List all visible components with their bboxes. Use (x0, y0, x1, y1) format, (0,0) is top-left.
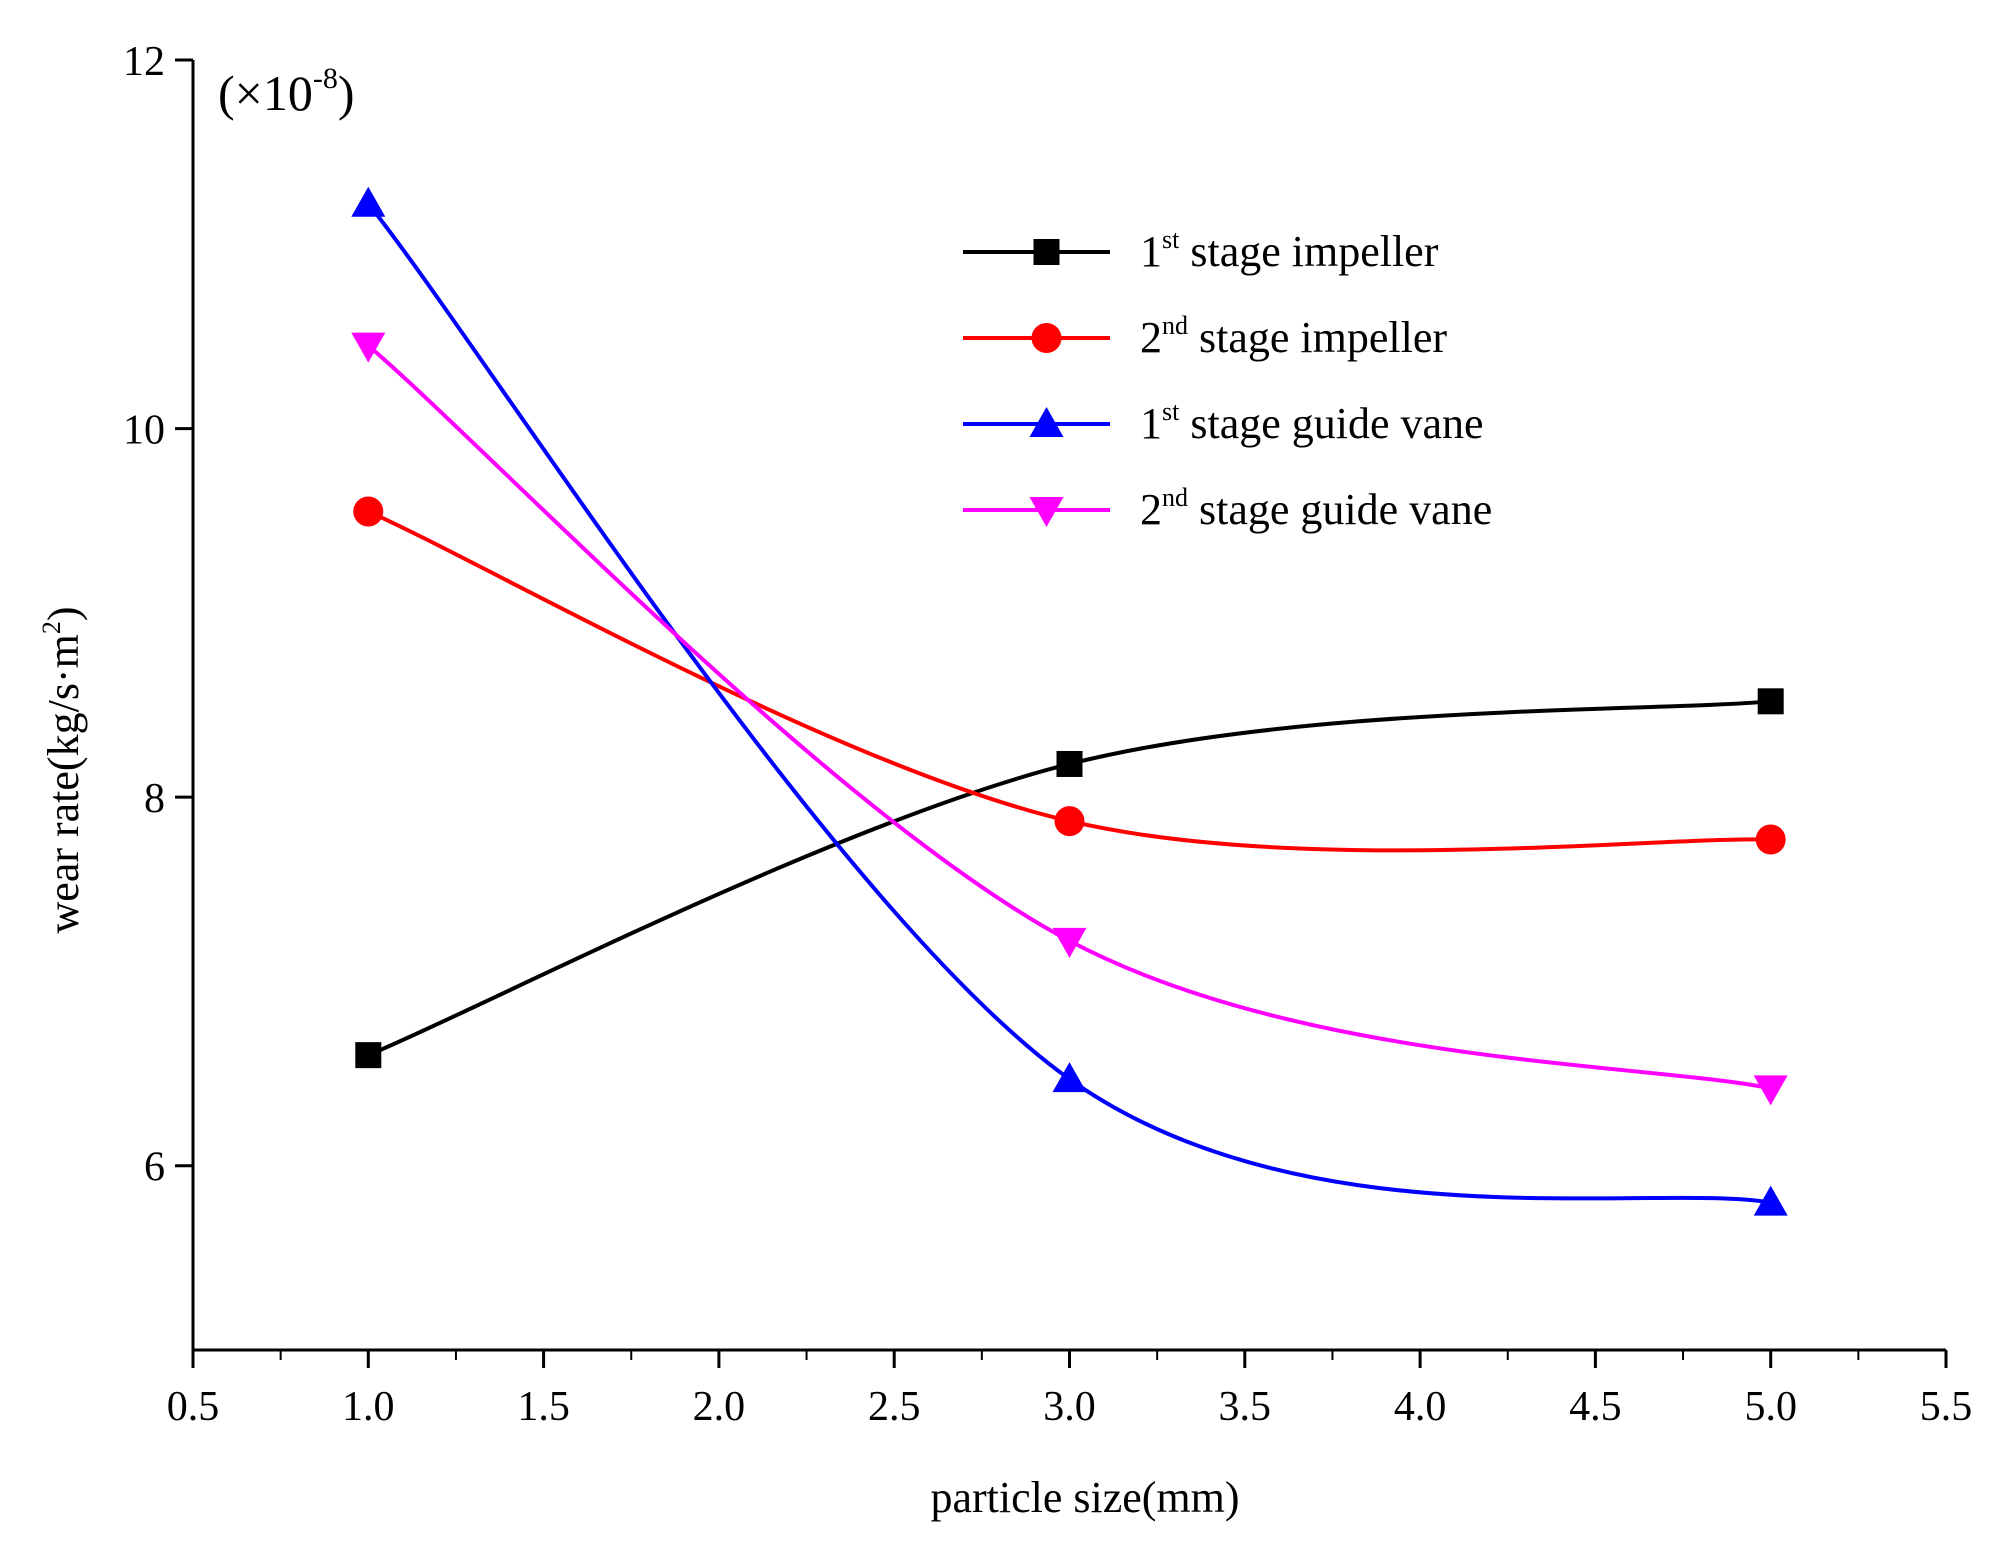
data-point-marker (1755, 824, 1786, 855)
x-tick-label: 5.5 (1920, 1384, 1973, 1430)
legend-label: 2nd stage impeller (1140, 311, 1447, 362)
legend-marker (1029, 497, 1064, 527)
legend-label-rest: stage impeller (1188, 313, 1447, 362)
y-axis-title: wear rate(kg/s·m2) (37, 607, 88, 934)
y-axis-title-close: ) (39, 607, 88, 622)
legend-label-suffix: st (1162, 225, 1180, 254)
x-tick-label: 2.0 (693, 1384, 746, 1430)
legend-label-number: 2 (1140, 313, 1162, 362)
x-tick-label: 5.0 (1744, 1384, 1797, 1430)
data-point-marker (1052, 927, 1087, 958)
x-tick-label: 1.0 (342, 1384, 395, 1430)
series-line (366, 202, 1772, 1205)
y-tick-label: 12 (123, 39, 165, 85)
x-tick-label: 4.5 (1569, 1384, 1622, 1430)
series-line (367, 509, 1771, 853)
legend-label: 2nd stage guide vane (1140, 483, 1492, 534)
legend-entry: 2nd stage impeller (963, 311, 1447, 362)
data-point-marker (351, 332, 386, 363)
x-axis-title: particle size(mm) (930, 1473, 1239, 1522)
x-tick-label: 1.5 (517, 1384, 570, 1430)
data-point-marker (353, 496, 384, 527)
legend-label-number: 2 (1140, 485, 1162, 534)
y-tick-label: 8 (144, 776, 165, 822)
x-tick-label: 2.5 (868, 1384, 921, 1430)
series-2 (353, 496, 1786, 855)
legend-marker (1033, 239, 1060, 265)
legend-label-suffix: nd (1162, 311, 1188, 340)
legend-marker (1031, 323, 1062, 353)
scale-note-exponent: -8 (313, 62, 338, 95)
y-axis-title-text: wear rate(kg/s·m (39, 634, 88, 933)
series-4 (351, 332, 1788, 1106)
x-tick-label: 0.5 (167, 1384, 220, 1430)
legend-label-number: 1 (1140, 399, 1162, 448)
legend-label-rest: stage guide vane (1179, 399, 1483, 448)
y-tick-label: 6 (144, 1145, 165, 1191)
legend-label-number: 1 (1140, 227, 1162, 276)
y-scale-note: (×10-8) (218, 62, 355, 121)
legend-label: 1st stage impeller (1140, 225, 1439, 276)
x-tick-label: 4.0 (1394, 1384, 1447, 1430)
scale-note-close: ) (338, 65, 355, 121)
legend-label-rest: stage impeller (1179, 227, 1438, 276)
y-axis-title-sup: 2 (37, 621, 66, 634)
x-tick-label: 3.5 (1219, 1384, 1272, 1430)
data-point-marker (351, 186, 386, 217)
data-point-marker (355, 1042, 382, 1069)
data-point-marker (1056, 750, 1083, 777)
data-point-marker (1052, 1062, 1087, 1093)
legend-marker (1029, 407, 1064, 437)
x-tick-label: 3.0 (1043, 1384, 1096, 1430)
series-3 (351, 186, 1788, 1216)
legend-entry: 1st stage guide vane (963, 397, 1484, 448)
series-layer (351, 186, 1788, 1216)
legend-entry: 1st stage impeller (963, 225, 1439, 276)
scale-note-text: (×10 (218, 65, 313, 121)
legend-label: 1st stage guide vane (1140, 397, 1484, 448)
data-point-marker (1054, 806, 1085, 837)
series-line (367, 344, 1772, 1091)
legend-label-suffix: st (1162, 397, 1180, 426)
legend-label-rest: stage guide vane (1188, 485, 1492, 534)
legend-label-suffix: nd (1162, 483, 1188, 512)
legend-entry: 2nd stage guide vane (963, 483, 1492, 534)
data-point-marker (1753, 1185, 1788, 1216)
data-point-marker (1757, 688, 1784, 715)
series-1 (355, 688, 1784, 1069)
y-tick-label: 10 (123, 408, 165, 454)
data-point-marker (1753, 1075, 1788, 1106)
